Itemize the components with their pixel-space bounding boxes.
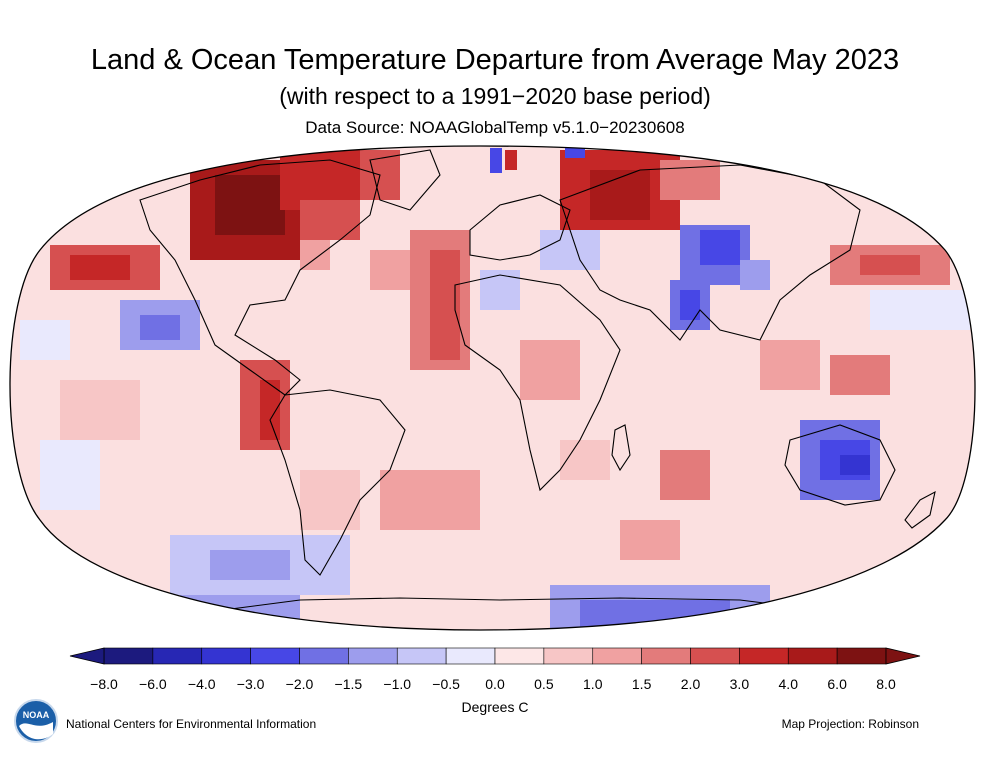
anomaly-cell [700,230,740,265]
scale-tick-label: −1.5 [334,676,363,692]
color-bin [299,647,349,665]
anomaly-cell [60,380,140,440]
continent-outline [183,597,822,630]
anomaly-cell [740,260,770,290]
color-bin [201,647,251,665]
map-title: Land & Ocean Temperature Departure from … [90,44,900,76]
scale-tick-label: −6.0 [139,676,167,692]
color-bin [641,647,691,665]
anomaly-cell [660,450,710,500]
color-bin [152,647,203,665]
color-bin [543,647,594,665]
svg-text:NOAA: NOAA [23,710,50,720]
anomaly-grid [10,146,975,630]
anomaly-cell [40,440,100,510]
scale-tick-label: −2.0 [285,676,314,692]
continent-outline [269,389,406,576]
anomaly-cell [380,470,480,530]
anomaly-cell [520,340,580,400]
anomaly-cell [540,230,600,270]
color-bin [396,647,447,665]
scale-tick-label: 8.0 [876,676,896,692]
color-bin [445,647,496,665]
continent-outline [904,490,936,529]
color-bin [250,647,300,665]
continent-outline [784,424,896,506]
anomaly-cell [840,455,870,475]
anomaly-cell [490,148,502,173]
noaa-logo: NOAA [14,699,58,743]
scale-min-arrow [69,647,105,665]
map-subtitle: (with respect to a 1991−2020 base period… [279,83,711,109]
scale-tick-label: −0.5 [432,676,460,692]
scale-tick-label: −3.0 [236,676,265,692]
anomaly-cell [860,255,920,275]
scale-tick-label: 6.0 [827,676,847,692]
projection-credit: Map Projection: Robinson [781,717,919,731]
color-bin [494,647,545,665]
scale-tick-label: −8.0 [90,676,118,692]
continent-outline [611,424,631,472]
color-bin [836,647,887,665]
anomaly-cell [565,146,585,158]
ncei-credit: National Centers for Environmental Infor… [66,717,317,731]
anomaly-cell [215,175,285,235]
anomaly-cell [210,550,290,580]
color-bin [739,647,789,665]
scale-tick-label: 4.0 [778,676,798,692]
anomaly-cell [620,520,680,560]
anomaly-cell [830,355,890,395]
scale-tick-label: 1.5 [631,676,652,692]
anomaly-cell [505,150,517,170]
continent-outline [369,149,441,211]
continent-outline [454,274,621,492]
anomaly-cell [300,240,330,270]
anomaly-cell [70,255,130,280]
color-bin [787,647,838,665]
anomaly-cell [680,290,700,320]
continent-outline [139,159,381,396]
anomaly-cell [870,290,970,330]
scale-units-label: Degrees C [461,699,529,715]
anomaly-cell [590,170,650,220]
anomaly-cell [760,340,820,390]
color-scale-bar [69,647,921,665]
anomaly-cell [20,320,70,360]
continent-outline [469,194,571,261]
color-bin [592,647,642,665]
scale-tick-label: −1.0 [383,676,412,692]
scale-max-arrow [885,647,921,665]
scale-tick-label: 3.0 [729,676,750,692]
anomaly-cell [260,380,280,440]
scale-tick-label: 0.5 [534,676,554,692]
temperature-anomaly-map [9,145,976,631]
color-bin [103,647,154,665]
anomaly-cell [300,200,360,240]
anomaly-cell [560,440,610,480]
anomaly-cell [370,250,410,290]
scale-tick-label: 0.0 [485,676,505,692]
color-bin [690,647,740,665]
color-bin [348,647,398,665]
scale-tick-label: 2.0 [680,676,701,692]
anomaly-cell [140,315,180,340]
globe-outline [9,145,976,631]
scale-tick-label: 1.0 [583,676,603,692]
data-source: Data Source: NOAAGlobalTemp v5.1.0−20230… [305,118,685,137]
scale-tick-label: −4.0 [187,676,216,692]
